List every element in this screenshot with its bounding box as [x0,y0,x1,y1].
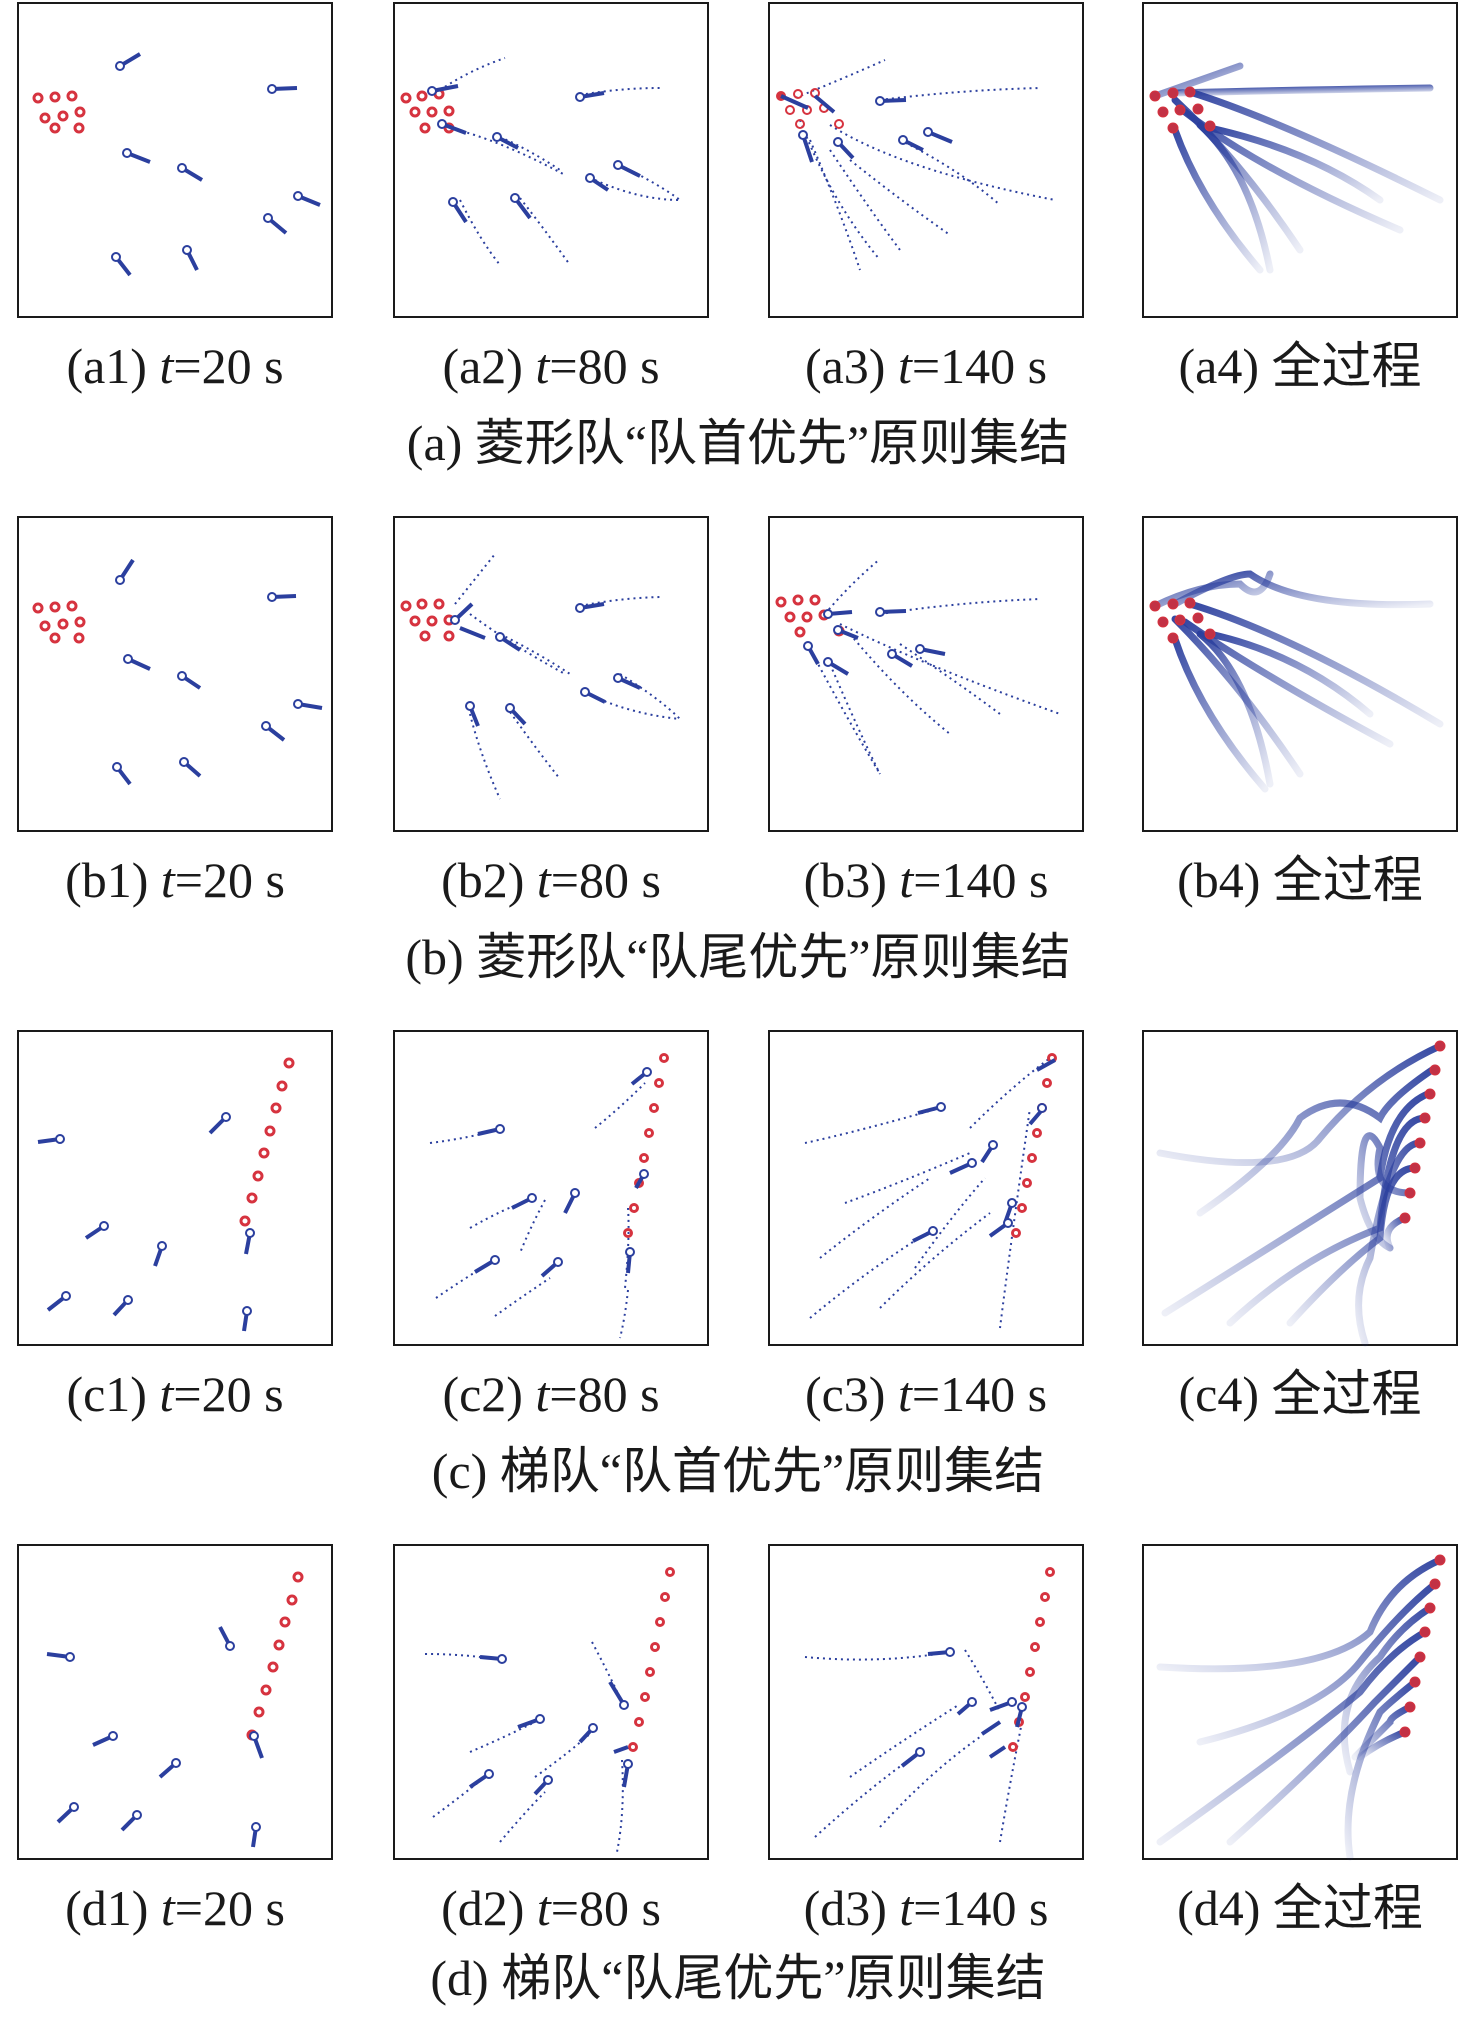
panel-d1 [17,1544,333,1860]
panel-label-a1: (a1) t=20 s [66,338,284,394]
target-formation [32,90,86,134]
panel-label-b4: (b4) 全过程 [1177,852,1423,908]
row-caption-d: (d) 梯队“队尾优先”原则集结 [430,1950,1046,2006]
panel-label-c2: (c2) t=80 s [442,1366,660,1422]
panel-label-c4: (c4) 全过程 [1178,1366,1422,1422]
panel-b3 [768,516,1084,832]
panel-a3 [768,2,1084,318]
row-caption-c: (c) 梯队“队首优先”原则集结 [431,1443,1045,1499]
panel-label-a4: (a4) 全过程 [1178,338,1422,394]
panel-label-d2: (d2) t=80 s [441,1880,661,1936]
panel-c2 [393,1030,709,1346]
panel-label-c3: (c3) t=140 s [804,1366,1048,1422]
row-c-figures [17,1030,1458,1347]
row-caption-a: (a) 菱形队“队首优先”原则集结 [406,415,1070,471]
panel-label-b1: (b1) t=20 s [65,852,285,908]
panel-a2 [393,2,709,318]
panel-b1 [17,516,333,832]
panel-label-d1: (d1) t=20 s [65,1880,285,1936]
panel-label-c1: (c1) t=20 s [66,1366,284,1422]
panel-d2 [393,1544,709,1860]
agents [111,52,321,277]
panel-b4 [1142,516,1458,832]
panel-label-b3: (b3) t=140 s [803,852,1049,908]
row-a-figures [17,2,1458,318]
panel-label-d3: (d3) t=140 s [803,1880,1049,1936]
row-d-figures [17,1544,1458,1861]
panel-b2 [393,516,709,832]
panel-a4 [1142,2,1458,318]
panel-label-a3: (a3) t=140 s [804,338,1048,394]
panel-label-d4: (d4) 全过程 [1177,1880,1423,1936]
panel-c3 [768,1030,1084,1346]
panel-c1 [17,1030,333,1346]
panel-d3 [768,1544,1084,1860]
panel-label-b2: (b2) t=80 s [441,852,661,908]
row-b-figures [17,516,1458,832]
panel-c4 [1142,1030,1458,1347]
panel-d4 [1142,1544,1458,1861]
row-caption-b: (b) 菱形队“队尾优先”原则集结 [405,929,1071,985]
panel-a1 [17,2,333,318]
panel-label-a2: (a2) t=80 s [442,338,660,394]
